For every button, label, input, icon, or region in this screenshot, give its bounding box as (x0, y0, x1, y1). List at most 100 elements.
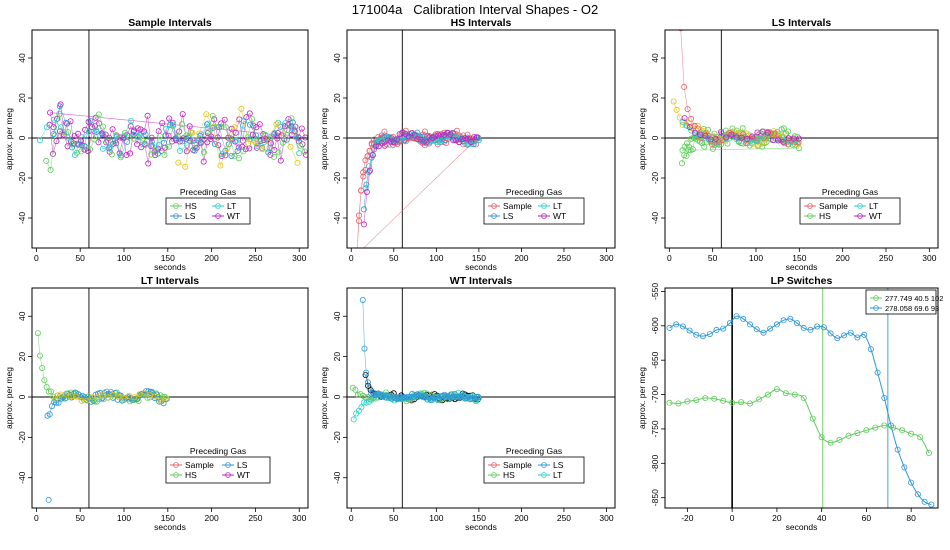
data-point-yellow (670, 98, 677, 105)
data-point-WT (681, 115, 688, 122)
data-point-HS (899, 427, 906, 434)
data-point-LT (64, 134, 71, 141)
plot-frame (31, 29, 309, 249)
legend: Preceding Gas Sample LS HS LT (483, 446, 585, 484)
data-point-LS (295, 134, 302, 141)
data-point-LS (265, 149, 272, 156)
data-point-yellow (94, 394, 101, 401)
data-point-WT (432, 133, 439, 140)
data-point-HS (37, 352, 44, 359)
data-point-LT (240, 122, 247, 129)
data-point-WT (393, 136, 400, 143)
data-point-HS (108, 151, 115, 158)
plot-frame (664, 287, 939, 509)
data-point-WT (372, 143, 379, 150)
data-point-LT (99, 145, 106, 152)
data-point-LS (359, 296, 366, 303)
x-tick-label: 40 (817, 513, 827, 523)
data-point-LT (176, 147, 183, 154)
data-point-Sample (781, 140, 788, 147)
data-point-LS (283, 136, 290, 143)
data-point-HS (178, 121, 185, 128)
panel-lt: LT Intervals 0 50 100 150 200 250 300 -40 -20 0 20 4… (4, 275, 309, 532)
legend-swatch-point (857, 203, 863, 209)
data-point-WT (200, 158, 207, 165)
data-point-yellow (152, 393, 159, 400)
data-point-WT (302, 151, 308, 158)
data-point-HS (34, 330, 41, 337)
legend-box (165, 197, 251, 225)
data-point-HS (693, 397, 700, 404)
data-point-WT (64, 143, 71, 150)
y-tick-label: 40 (17, 53, 27, 63)
data-point-HS (791, 391, 798, 398)
legend: Preceding Gas Sample LT HS WT (799, 187, 901, 225)
data-point-LS (867, 346, 874, 353)
data-point-WT (166, 115, 173, 122)
legend-label: LS (553, 460, 564, 470)
data-point-yellow (162, 395, 169, 402)
data-point-HS (297, 142, 304, 149)
data-point-LS (874, 369, 881, 376)
data-point-WT (141, 128, 148, 135)
data-point-WT (239, 137, 246, 144)
data-point-yellow (157, 397, 164, 404)
data-point-WT (366, 167, 373, 174)
data-point-LS (740, 315, 747, 322)
data-point-HS (288, 115, 295, 122)
data-point-LS (733, 313, 740, 320)
data-point-HS (48, 388, 55, 395)
data-point-WT (277, 157, 284, 164)
data-point-LS (673, 321, 680, 328)
data-point-black (362, 371, 369, 378)
data-point-Sample (360, 169, 367, 176)
data-point-HS (43, 157, 50, 164)
x-tick-label: 100 (429, 253, 443, 263)
data-point-yellow (131, 394, 138, 401)
data-point-LS (240, 118, 247, 125)
legend-swatch-point (491, 472, 497, 478)
x-tick-label: 150 (161, 513, 175, 523)
x-tick-label: 300 (292, 253, 306, 263)
x-tick-label: 100 (117, 253, 131, 263)
data-point-HS (702, 394, 709, 401)
data-point-LS (136, 132, 143, 139)
data-point-HS (200, 149, 207, 156)
data-point-LT (757, 135, 764, 142)
data-point-HS (818, 434, 825, 441)
data-point-HS (78, 148, 85, 155)
legend-swatch-point (873, 295, 879, 301)
legend-label: 277.749 40.5 102 (885, 294, 943, 303)
data-point-LS (780, 317, 787, 324)
data-point-WT (137, 126, 144, 133)
data-point-HS (69, 140, 76, 147)
data-point-yellow (175, 159, 182, 166)
data-point-WT (53, 138, 60, 145)
y-tick-label: 0 (332, 394, 342, 399)
data-point-LS (422, 393, 429, 400)
y-tick-label: -550 (650, 283, 660, 300)
data-point-HS (827, 439, 834, 446)
data-point-LT (43, 124, 50, 131)
data-point-HS (104, 138, 111, 145)
x-tick-label: 100 (117, 513, 131, 523)
legend-label: LT (553, 201, 562, 211)
legend-swatch-point (541, 472, 547, 478)
data-point-LS (153, 391, 160, 398)
data-point-LT (191, 137, 198, 144)
y-tick-label: -600 (650, 317, 660, 334)
data-point-yellow (189, 129, 196, 136)
data-point-LS (234, 147, 241, 154)
y-tick-label: -800 (650, 455, 660, 472)
data-point-Sample (355, 217, 362, 224)
data-point-yellow (203, 111, 210, 118)
data-point-WT (471, 133, 478, 140)
data-point-HS (301, 148, 308, 155)
x-tick-label: 50 (389, 513, 399, 523)
data-point-WT (169, 138, 176, 145)
data-point-LS (203, 121, 210, 128)
data-point-LS (51, 399, 58, 406)
data-point-WT (278, 132, 285, 139)
data-point-yellow (182, 163, 189, 170)
data-point-LT (282, 120, 289, 127)
